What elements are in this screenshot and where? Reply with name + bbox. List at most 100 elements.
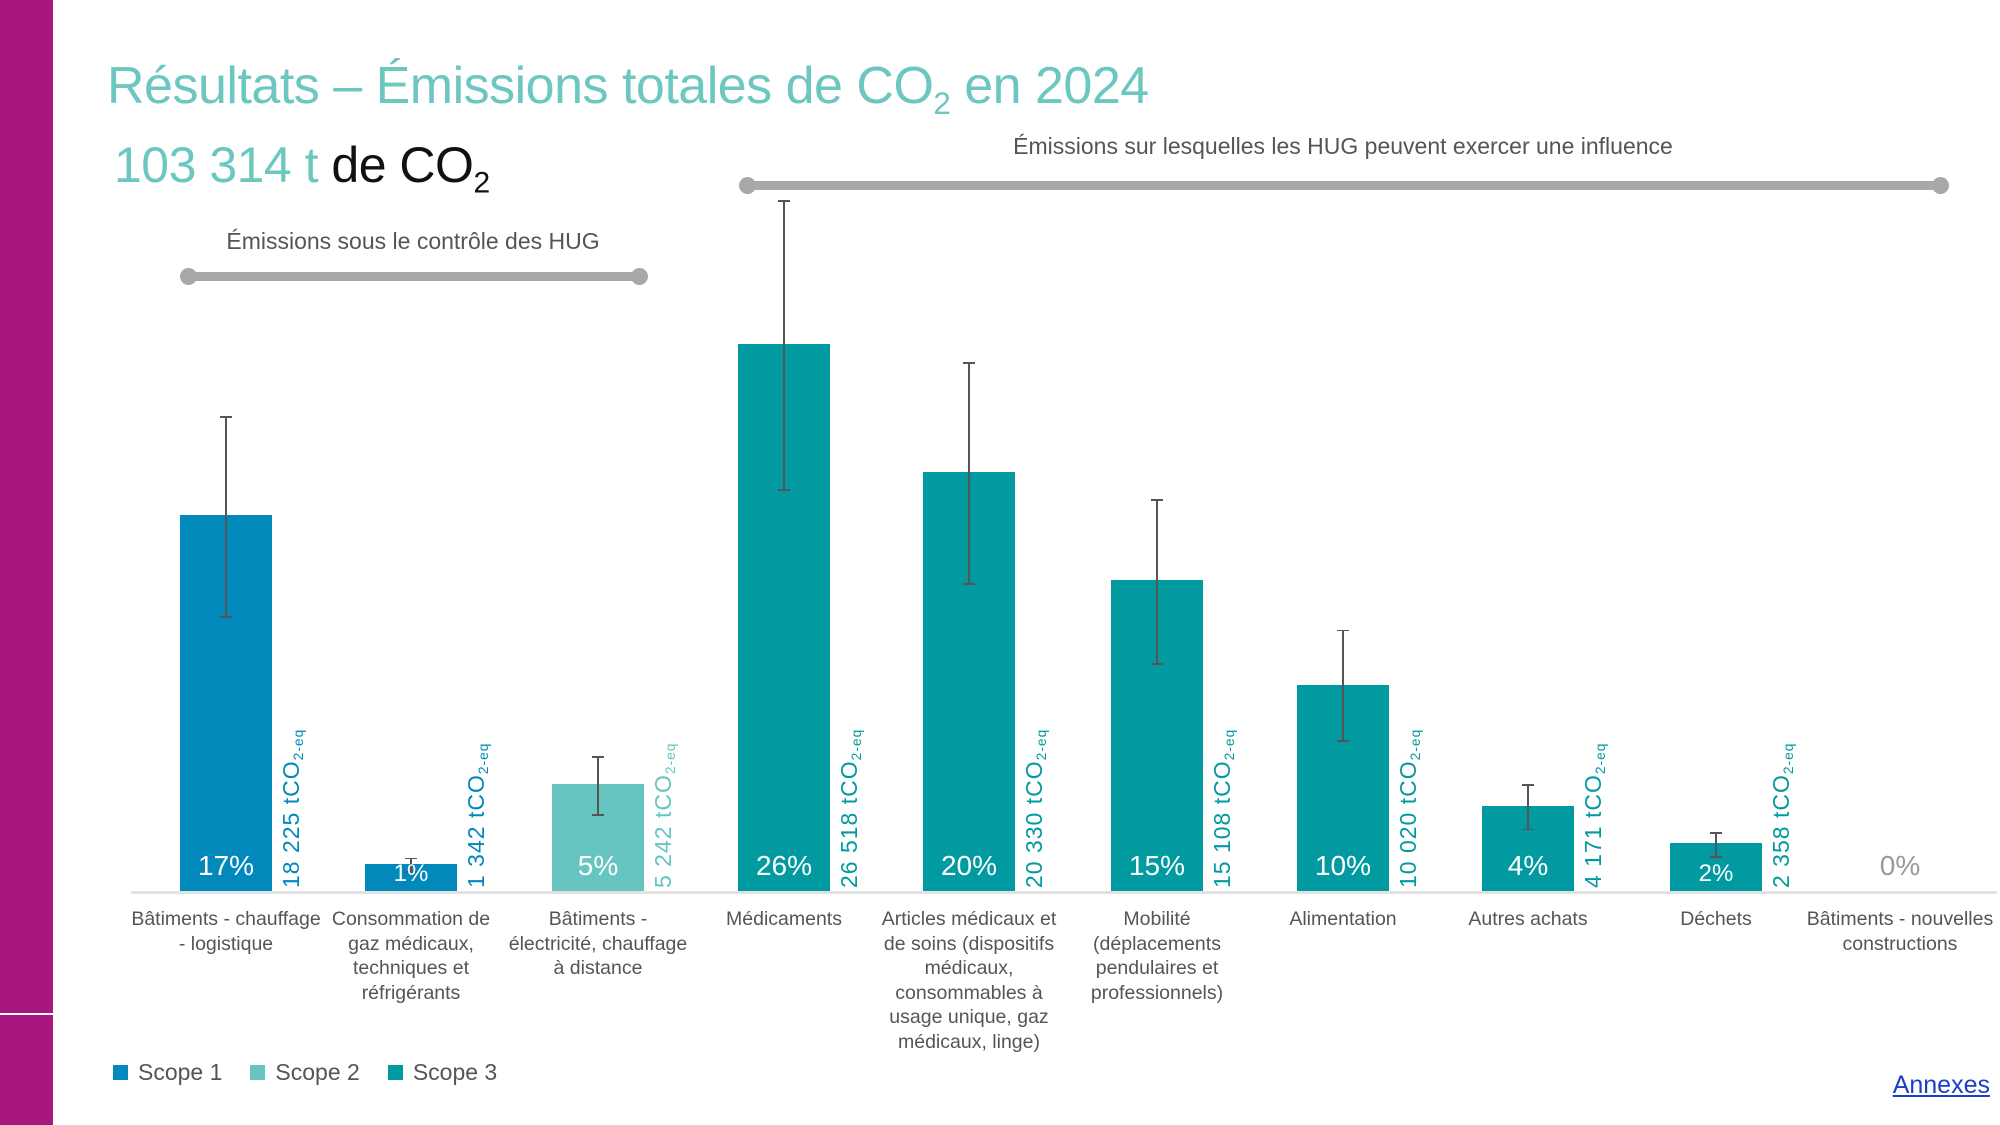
error-cap-top [1337, 629, 1349, 632]
legend-scope2: Scope 2 [250, 1059, 360, 1086]
value-unit-sub: 2-eq [476, 742, 492, 775]
control-bracket [180, 268, 648, 285]
value-label: 10 020 tCO2-eq [1395, 729, 1423, 888]
error-cap-top [1522, 784, 1534, 786]
value-unit: tCO [1209, 760, 1235, 805]
value-unit: tCO [1395, 760, 1421, 805]
legend-swatch-scope3 [387, 1065, 403, 1080]
influence-bracket-label: Émissions sur lesquelles les HUG peuvent… [1013, 133, 1673, 159]
error-cap-top [1151, 499, 1163, 501]
value-label: 2 358 tCO2-eq [1768, 743, 1796, 888]
error-cap-bottom [592, 814, 604, 816]
title-subscript: 2 [933, 85, 951, 121]
legend-swatch-scope2 [250, 1065, 266, 1080]
value-label: 4 171 tCO2-eq [1580, 743, 1608, 888]
value-unit: tCO [1580, 774, 1606, 819]
value-label: 20 330 tCO2-eq [1021, 729, 1049, 888]
percent-label: 10% [1314, 850, 1372, 881]
legend-swatch-scope1 [113, 1065, 128, 1080]
error-cap-top [1710, 832, 1722, 834]
error-cap-top [405, 857, 417, 860]
error-cap-bottom [220, 616, 232, 618]
total-number: 103 314 t [114, 137, 319, 193]
category-label: Consommation de gaz médicaux, techniques… [331, 908, 491, 1004]
annexes-link[interactable]: Annexes [1892, 1071, 1990, 1099]
x-axis-line [131, 891, 1997, 894]
value-unit-sub: 2-eq [1034, 728, 1050, 761]
value-number: 2 358 [1768, 825, 1794, 888]
value-number: 15 108 [1209, 811, 1235, 888]
category-label: Bâtiments - électricité, chauffage à dis… [508, 908, 688, 979]
error-cap-top [220, 416, 232, 418]
percent-label: 5% [577, 850, 619, 881]
total-unit: de CO [318, 137, 474, 193]
percent-label: 4% [1507, 850, 1549, 881]
value-unit: tCO [650, 774, 676, 819]
page-title: Résultats – Émissions totales de CO2 en … [107, 56, 1149, 122]
category-label: Bâtiments - chauffage - logistique [131, 908, 321, 955]
error-bar [597, 756, 599, 815]
category-label: Mobilité (déplacements pendulaires et pr… [1090, 908, 1224, 1004]
value-number: 1 342 [463, 825, 489, 888]
error-bar [1715, 832, 1717, 857]
legend-label: Scope 1 [138, 1059, 223, 1085]
error-cap-bottom [778, 489, 790, 491]
value-unit: tCO [278, 760, 304, 805]
value-unit-sub: 2-eq [1408, 728, 1424, 761]
legend-scope1: Scope 1 [113, 1059, 222, 1086]
category-label: Alimentation [1289, 908, 1397, 930]
value-unit-sub: 2-eq [663, 742, 679, 775]
control-bracket-label: Émissions sous le contrôle des HUG [226, 228, 600, 254]
value-unit: tCO [1768, 774, 1794, 819]
legend-label: Scope 3 [412, 1059, 498, 1085]
value-label: 15 108 tCO2-eq [1209, 729, 1237, 888]
value-number: 4 171 [1580, 825, 1606, 888]
percent-label: 20% [940, 850, 998, 881]
total-subscript: 2 [473, 166, 490, 200]
error-cap-bottom [963, 583, 975, 585]
category-label: Médicaments [726, 908, 842, 930]
percent-label: 15% [1128, 850, 1186, 881]
error-cap-bottom [1151, 663, 1163, 665]
category-label: Déchets [1680, 908, 1752, 930]
percent-label: 0% [1879, 850, 1921, 881]
value-unit-sub: 2-eq [1593, 742, 1609, 775]
value-number: 10 020 [1395, 811, 1421, 888]
error-bar [1527, 784, 1529, 829]
total-emissions: 103 314 t de CO2 [114, 136, 490, 201]
error-cap-bottom [1710, 856, 1722, 858]
error-bar [1342, 629, 1344, 741]
value-label: 18 225 tCO2-eq [278, 729, 306, 888]
title-text: Résultats – Émissions totales de CO [107, 57, 934, 115]
legend: Scope 1 Scope 2 Scope 3 [113, 1059, 525, 1086]
value-label: 5 242 tCO2-eq [650, 743, 678, 888]
error-bar [783, 200, 785, 490]
value-unit-sub: 2-eq [1222, 728, 1238, 761]
legend-label: Scope 2 [275, 1059, 360, 1085]
sidebar-accent [0, 0, 53, 1125]
error-bar [968, 362, 970, 584]
legend-scope3: Scope 3 [387, 1059, 498, 1086]
category-label: Articles médicaux et de soins (dispositi… [881, 908, 1057, 1053]
influence-bracket [739, 177, 1949, 194]
value-number: 20 330 [1021, 811, 1047, 888]
error-cap-top [592, 756, 604, 758]
percent-label: 26% [755, 850, 813, 881]
sidebar-divider [0, 1013, 53, 1015]
value-unit: tCO [463, 774, 489, 819]
error-bar [225, 416, 227, 617]
error-cap-top [963, 362, 975, 364]
error-cap-top [778, 200, 790, 202]
error-cap-bottom [405, 871, 417, 873]
percent-label: 1% [393, 860, 429, 887]
title-year: en 2024 [950, 57, 1149, 115]
value-unit-sub: 2-eq [849, 728, 865, 761]
error-bar [1156, 499, 1158, 664]
error-cap-bottom [1337, 740, 1349, 742]
value-unit: tCO [836, 760, 862, 805]
value-unit: tCO [1021, 760, 1047, 805]
value-number: 26 518 [836, 811, 862, 888]
category-label: Autres achats [1468, 908, 1588, 930]
value-label: 1 342 tCO2-eq [463, 743, 491, 888]
value-label: 26 518 tCO2-eq [836, 729, 864, 888]
